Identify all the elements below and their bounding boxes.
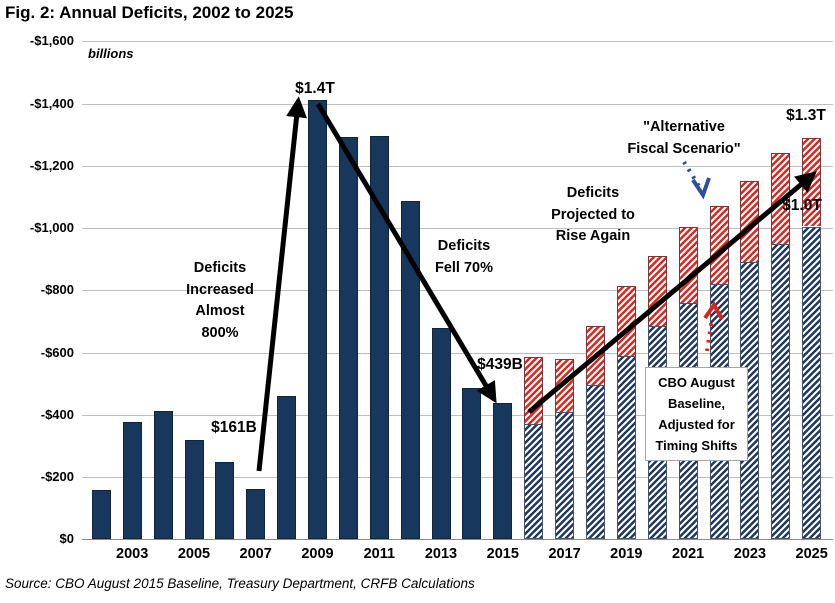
deficit-bar-2007 — [246, 489, 266, 540]
afs-bar-2018 — [586, 326, 605, 386]
deficit-bar-2014 — [462, 388, 482, 540]
deficit-bar-2002 — [91, 490, 111, 540]
baseline-bar-2017 — [555, 411, 575, 540]
afs-bar-2020 — [647, 256, 667, 327]
y-axis-tick-label: -$1,600 — [29, 33, 74, 49]
source-line: Source: CBO August 2015 Baseline, Treasu… — [5, 576, 475, 591]
x-axis-tick-label-2011: 2011 — [363, 546, 396, 562]
baseline-bar-2018 — [586, 385, 605, 540]
gridline — [82, 41, 833, 43]
y-axis-units-label: billions — [88, 46, 134, 61]
deficit-bar-2005 — [184, 440, 204, 540]
afs-bar-2016 — [524, 357, 544, 425]
deficit-bar-2004 — [153, 410, 173, 540]
gridline — [82, 539, 833, 541]
y-axis-tick-label: -$1,200 — [29, 157, 74, 173]
afs-bar-2019 — [616, 285, 636, 356]
deficit-bar-2008 — [277, 396, 297, 540]
x-axis-tick-label-2007: 2007 — [239, 546, 272, 562]
gridline — [82, 103, 833, 105]
x-axis-tick-label-2025: 2025 — [795, 546, 828, 562]
deficit-bar-2010 — [338, 136, 358, 540]
value-label-1-3t: $1.3T — [786, 107, 826, 124]
y-axis-tick-label: -$1,400 — [29, 95, 74, 111]
deficit-bar-2006 — [215, 462, 235, 540]
afs-bar-2022 — [709, 206, 729, 285]
gridline — [82, 414, 833, 416]
afs-bar-2021 — [678, 226, 698, 303]
afs-bar-2017 — [555, 358, 575, 412]
afs-bar-2023 — [740, 181, 760, 263]
y-axis-tick-label: $0 — [59, 531, 74, 547]
gridline — [82, 165, 833, 167]
gridline — [82, 477, 833, 478]
value-label-439b: $439B — [477, 356, 523, 373]
y-axis-tick-label: -$800 — [40, 282, 74, 298]
y-axis-tick-label: -$600 — [40, 344, 74, 360]
y-axis-tick-label: -$200 — [40, 469, 74, 484]
x-axis-tick-label-2005: 2005 — [177, 546, 211, 562]
note-alternative-fiscal-scenario: "Alternative Fiscal Scenario" — [627, 119, 741, 157]
baseline-bar-2025 — [802, 226, 822, 540]
deficit-bar-2013 — [431, 327, 451, 540]
deficit-bar-2003 — [122, 421, 142, 540]
x-axis-tick-label-2009: 2009 — [301, 546, 334, 562]
x-axis-tick-label-2023: 2023 — [733, 546, 767, 562]
value-label-1-4t: $1.4T — [295, 80, 335, 97]
deficit-bar-2012 — [400, 201, 420, 540]
x-axis-tick-label-2021: 2021 — [671, 546, 705, 562]
baseline-bar-2019 — [616, 355, 636, 540]
x-axis-tick-label-2013: 2013 — [424, 546, 458, 562]
x-axis-tick-label-2017: 2017 — [548, 546, 581, 562]
x-axis-tick-label-2019: 2019 — [610, 546, 643, 562]
x-axis-tick-label-2003: 2003 — [116, 546, 149, 562]
y-axis-tick-label: -$1,000 — [29, 220, 74, 235]
deficit-bar-2011 — [369, 136, 389, 540]
deficit-bar-2009 — [308, 99, 327, 540]
deficit-bar-2015 — [493, 402, 513, 540]
note-deficits-projected: Deficits Projected to Rise Again — [551, 185, 635, 244]
value-label-161b: $161B — [211, 419, 257, 436]
chart-title: Fig. 2: Annual Deficits, 2002 to 2025 — [5, 3, 294, 22]
value-label-1-0t: $1.0T — [782, 197, 822, 214]
note-deficits-increased: Deficits Increased Almost 800% — [186, 260, 254, 341]
baseline-bar-2024 — [771, 243, 791, 540]
y-axis-tick-label: -$400 — [40, 406, 74, 422]
baseline-bar-2016 — [524, 424, 544, 540]
note-cbo-baseline-box: CBO August Baseline, Adjusted for Timing… — [645, 367, 748, 461]
note-deficits-fell: Deficits Fell 70% — [434, 238, 494, 276]
x-axis-tick-label-2015: 2015 — [486, 546, 519, 562]
arrow-afs-chevron — [691, 177, 711, 200]
